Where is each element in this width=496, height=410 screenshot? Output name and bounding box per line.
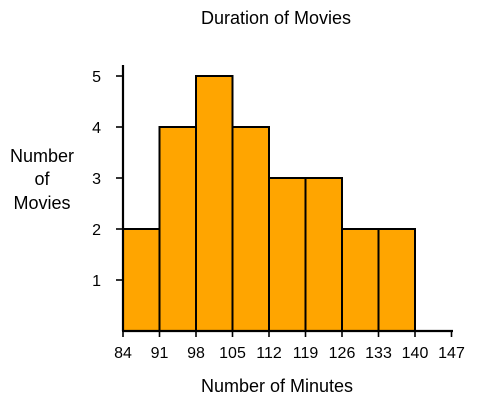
x-tick-label-98: 98 [187,345,205,362]
y-axis-label: Number of Movies [10,146,74,213]
x-tick-label-126: 126 [329,345,356,362]
histogram-bar-3 [195,75,234,332]
y-tick-label-3: 3 [92,171,101,188]
bars-layer [122,75,416,332]
y-tick-label-5: 5 [92,69,101,86]
x-axis-label: Number of Minutes [201,376,353,396]
histogram-bar-5 [268,177,307,332]
x-tick-label-105: 105 [219,345,246,362]
y-axis-label-line-2: of [34,169,50,189]
axes-layer [121,65,453,333]
x-tick-label-91: 91 [151,345,169,362]
histogram-bar-7 [341,228,380,332]
x-tick-label-84: 84 [114,345,132,362]
y-tick-label-2: 2 [92,222,101,239]
x-tick-label-119: 119 [293,345,319,362]
x-tick-label-140: 140 [402,345,429,362]
histogram-bar-2 [158,126,197,332]
x-tick-label-133: 133 [365,345,392,362]
y-tick-label-1: 1 [92,273,101,290]
chart-title: Duration of Movies [201,8,351,28]
y-axis-label-line-1: Number [10,146,74,166]
ticks-layer: 1 2 3 4 5 84 91 98 105 112 119 126 133 140 147 [92,69,465,362]
histogram-bar-8 [377,228,416,332]
y-axis-label-line-3: Movies [13,193,70,213]
histogram-bar-1 [122,228,161,332]
histogram-bar-6 [304,177,343,332]
histogram-bar-4 [231,126,270,332]
y-tick-label-4: 4 [92,120,101,137]
x-tick-label-147: 147 [438,345,465,362]
x-tick-label-112: 112 [256,345,282,362]
